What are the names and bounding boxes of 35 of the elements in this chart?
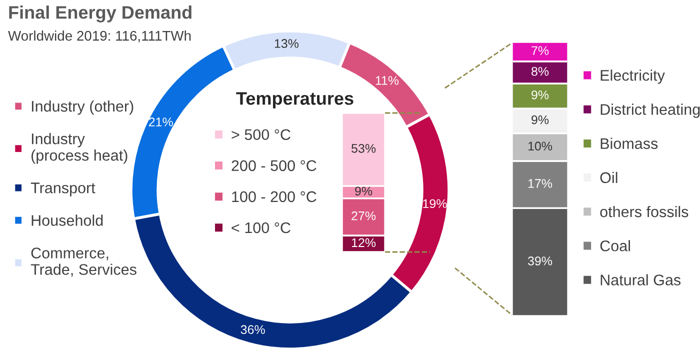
legend-label: 200 - 500 °C: [232, 160, 316, 172]
chart-subtitle: Worldwide 2019: 116,111TWh: [8, 30, 191, 42]
legend-label: Oil: [600, 172, 618, 184]
data-label: 9%: [355, 186, 372, 196]
data-label: 9%: [532, 90, 549, 100]
legend-label: Electricity: [600, 70, 665, 84]
data-label: 17%: [528, 179, 552, 188]
legend-label: 100 - 200 °C: [232, 191, 316, 202]
legend-label: District heating: [600, 104, 700, 118]
data-label: 10%: [528, 142, 552, 151]
data-label: 13%: [274, 39, 299, 48]
chart-title: Final Energy Demand: [9, 6, 192, 22]
data-label: 39%: [528, 256, 552, 266]
data-label: 19%: [423, 199, 447, 208]
legend-label: Commerce, Trade, Services: [30, 248, 136, 277]
legend-label: Biomass: [600, 138, 658, 149]
legend-label: Industry (other): [32, 100, 134, 115]
data-label: 8%: [532, 66, 549, 76]
data-label: 12%: [352, 238, 376, 248]
legend-label: Natural Gas: [600, 274, 681, 286]
data-label: 27%: [352, 211, 376, 220]
legend-label: Coal: [600, 240, 630, 252]
data-label: 36%: [240, 325, 265, 334]
legend-label: > 500 °C: [232, 129, 290, 140]
data-label: 7%: [532, 46, 549, 55]
legend-label: others fossils: [600, 206, 688, 218]
legend-label: < 100 °C: [232, 222, 290, 234]
data-label: 53%: [352, 144, 376, 153]
legend-label: Household: [32, 214, 103, 226]
legend-label: Transport: [30, 182, 96, 196]
data-label: 11%: [376, 76, 399, 85]
data-label: 21%: [148, 118, 173, 126]
legend-label: Industry (process heat): [32, 133, 128, 164]
chart-title: Temperatures: [236, 92, 354, 108]
data-label: 9%: [532, 115, 549, 124]
